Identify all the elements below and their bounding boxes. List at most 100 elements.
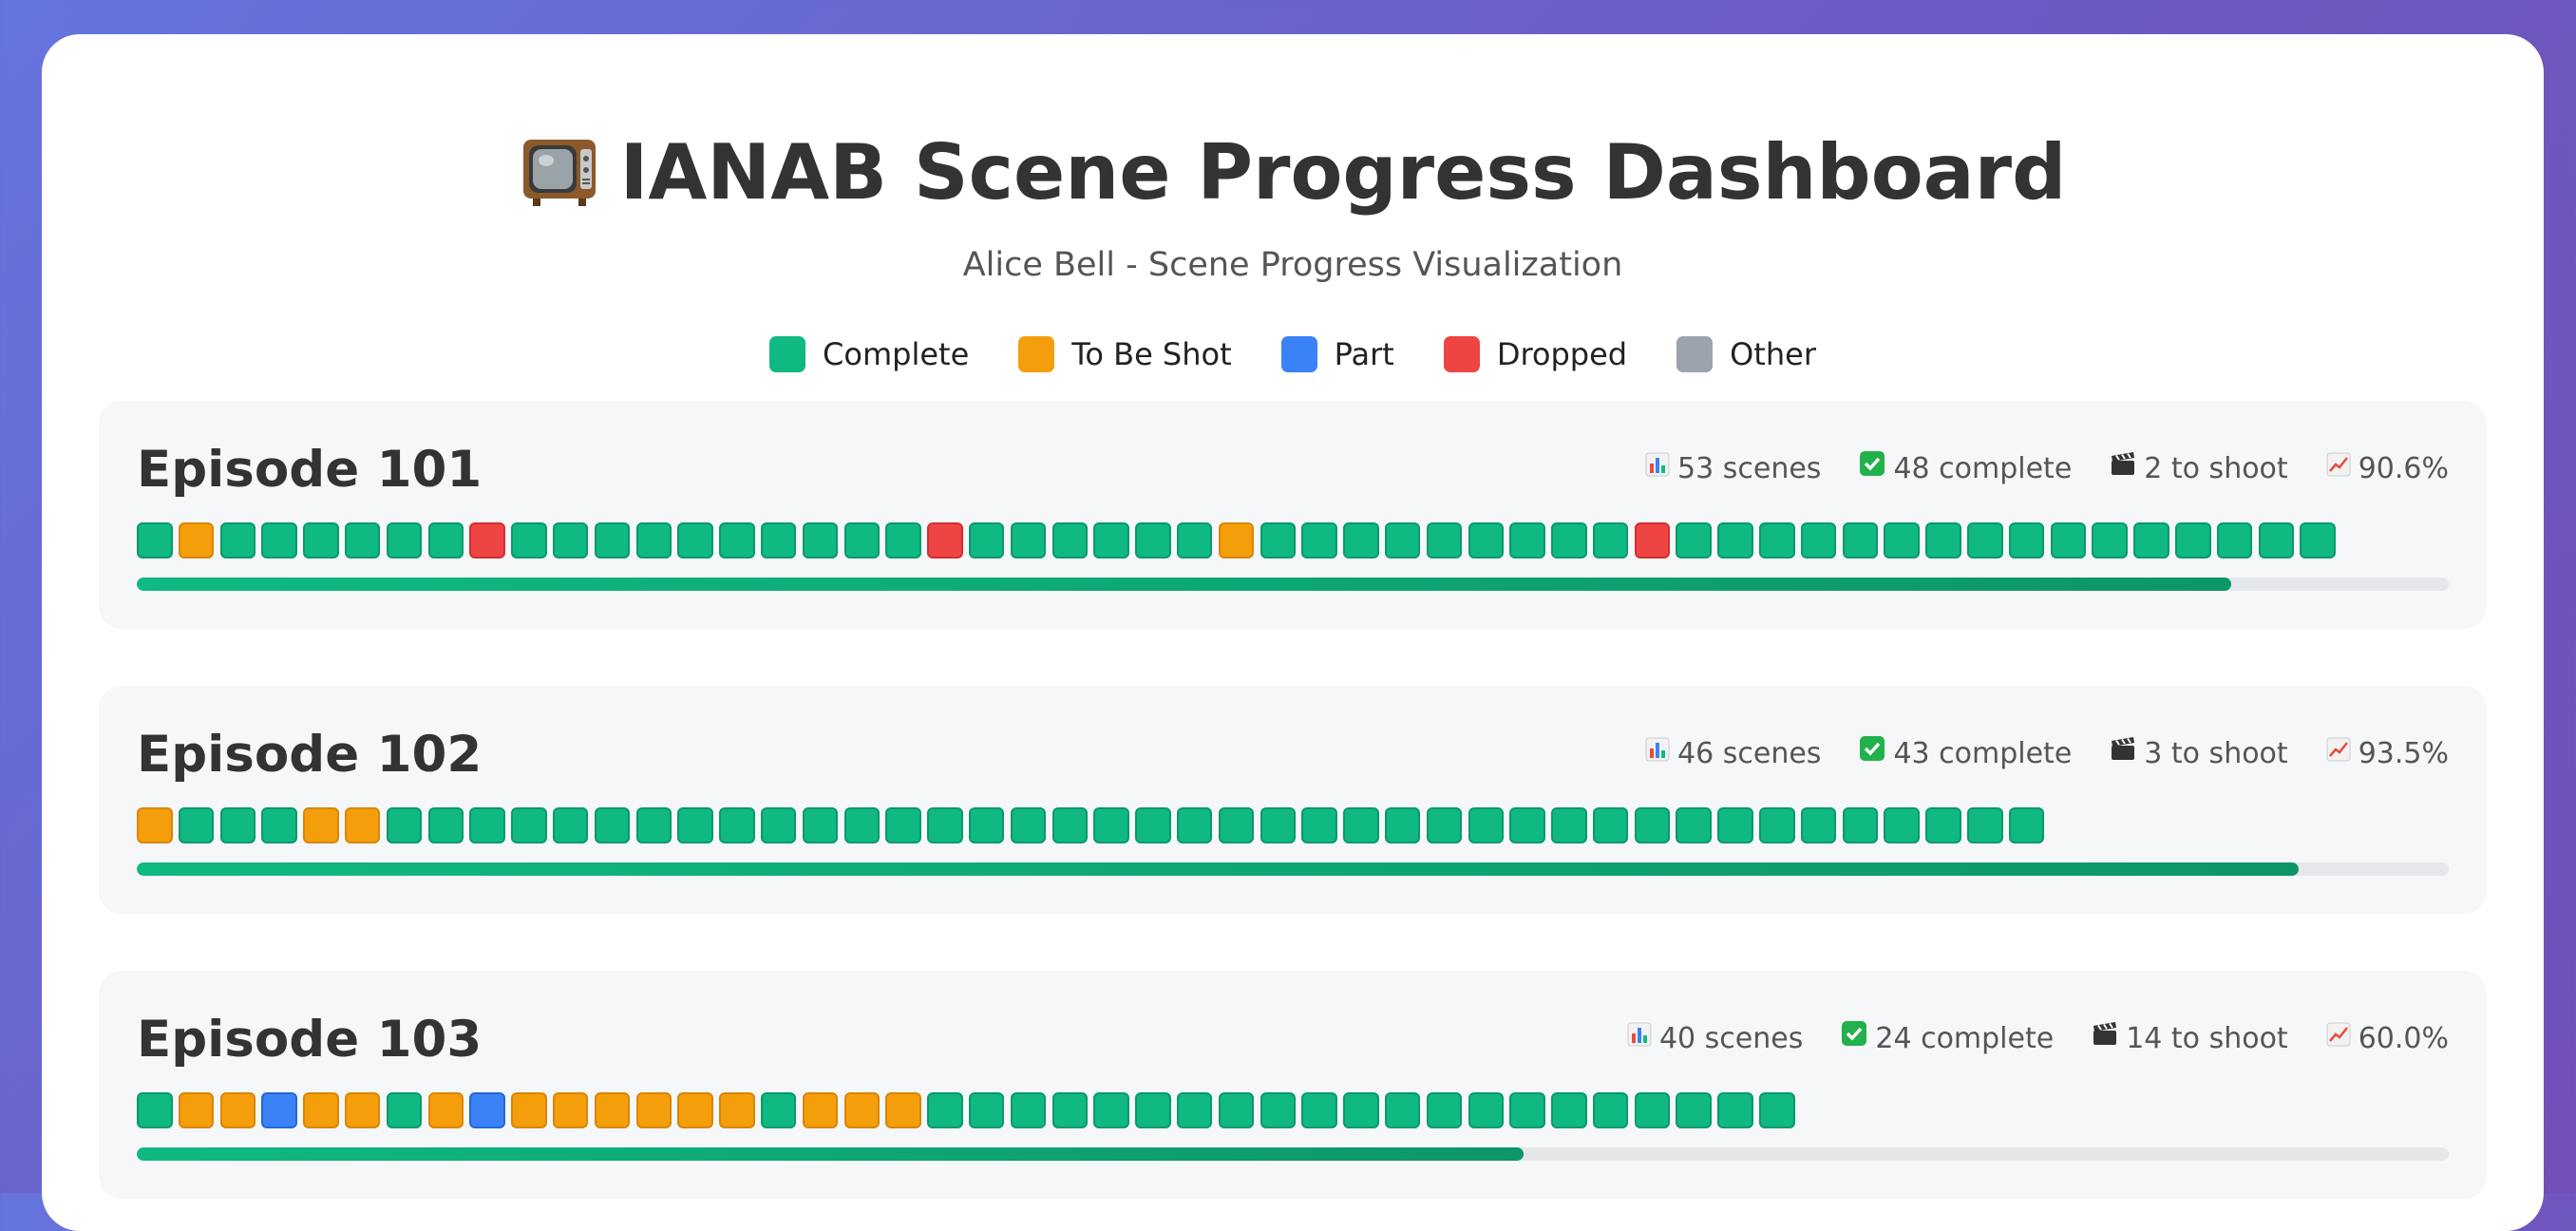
scene-block-to-be-shot[interactable]: [1218, 522, 1255, 559]
scene-block-complete[interactable]: [2133, 522, 2169, 559]
scene-block-complete[interactable]: [1260, 522, 1297, 559]
scene-block-complete[interactable]: [1759, 1092, 1795, 1128]
scene-block-part[interactable]: [261, 1092, 297, 1128]
scene-block-complete[interactable]: [1468, 1092, 1504, 1128]
scene-block-complete[interactable]: [1135, 807, 1171, 843]
scene-block-complete[interactable]: [1426, 522, 1463, 559]
scene-block-complete[interactable]: [1925, 807, 1961, 843]
scene-block-complete[interactable]: [552, 522, 589, 559]
scene-block-complete[interactable]: [1176, 807, 1213, 843]
scene-block-to-be-shot[interactable]: [137, 807, 173, 843]
scene-block-complete[interactable]: [2008, 807, 2045, 843]
scene-block-complete[interactable]: [1135, 522, 1171, 559]
scene-block-complete[interactable]: [843, 522, 881, 559]
scene-block-complete[interactable]: [1176, 1092, 1213, 1128]
scene-block-complete[interactable]: [1676, 1092, 1712, 1128]
scene-block-complete[interactable]: [802, 522, 839, 559]
scene-block-complete[interactable]: [1800, 522, 1837, 559]
scene-block-complete[interactable]: [2092, 522, 2128, 559]
scene-block-complete[interactable]: [1759, 522, 1795, 559]
scene-block-complete[interactable]: [303, 522, 339, 559]
scene-block-complete[interactable]: [1301, 522, 1337, 559]
scene-block-complete[interactable]: [2258, 522, 2295, 559]
scene-block-complete[interactable]: [1509, 1092, 1545, 1128]
scene-block-complete[interactable]: [1634, 1092, 1671, 1128]
scene-block-part[interactable]: [469, 1092, 505, 1128]
scene-block-complete[interactable]: [1592, 1092, 1629, 1128]
scene-block-complete[interactable]: [1301, 1092, 1337, 1128]
scene-block-complete[interactable]: [1717, 522, 1753, 559]
scene-block-complete[interactable]: [1176, 522, 1213, 559]
scene-block-complete[interactable]: [261, 807, 297, 843]
scene-block-complete[interactable]: [1260, 1092, 1297, 1128]
scene-block-complete[interactable]: [1010, 1092, 1047, 1128]
scene-block-complete[interactable]: [1967, 522, 2003, 559]
scene-block-complete[interactable]: [1343, 1092, 1379, 1128]
scene-block-complete[interactable]: [2050, 522, 2087, 559]
scene-block-complete[interactable]: [386, 807, 423, 843]
scene-block-complete[interactable]: [1343, 522, 1379, 559]
scene-block-complete[interactable]: [760, 522, 797, 559]
scene-block-complete[interactable]: [1093, 1092, 1129, 1128]
scene-block-complete[interactable]: [1759, 807, 1795, 843]
scene-block-complete[interactable]: [1260, 807, 1297, 843]
scene-block-complete[interactable]: [511, 522, 547, 559]
scene-block-complete[interactable]: [1051, 1092, 1089, 1128]
scene-block-to-be-shot[interactable]: [802, 1092, 839, 1128]
scene-block-dropped[interactable]: [927, 522, 963, 559]
scene-block-complete[interactable]: [1592, 807, 1629, 843]
scene-block-complete[interactable]: [927, 807, 963, 843]
scene-block-complete[interactable]: [427, 522, 464, 559]
scene-block-complete[interactable]: [968, 522, 1005, 559]
scene-block-complete[interactable]: [635, 522, 672, 559]
scene-block-complete[interactable]: [594, 522, 631, 559]
scene-block-complete[interactable]: [1010, 522, 1047, 559]
scene-block-complete[interactable]: [1842, 807, 1879, 843]
scene-block-to-be-shot[interactable]: [303, 1092, 339, 1128]
scene-block-complete[interactable]: [843, 807, 881, 843]
scene-block-to-be-shot[interactable]: [719, 1092, 755, 1128]
scene-block-complete[interactable]: [469, 807, 505, 843]
scene-block-complete[interactable]: [1010, 807, 1047, 843]
scene-block-complete[interactable]: [1842, 522, 1879, 559]
scene-block-complete[interactable]: [1051, 522, 1089, 559]
scene-block-complete[interactable]: [719, 807, 755, 843]
scene-block-complete[interactable]: [1717, 807, 1753, 843]
scene-block-complete[interactable]: [2216, 522, 2253, 559]
scene-block-to-be-shot[interactable]: [303, 807, 339, 843]
scene-block-to-be-shot[interactable]: [344, 807, 381, 843]
scene-block-complete[interactable]: [1051, 807, 1089, 843]
scene-block-complete[interactable]: [1384, 522, 1421, 559]
scene-block-complete[interactable]: [1426, 807, 1463, 843]
scene-block-complete[interactable]: [927, 1092, 963, 1128]
scene-block-complete[interactable]: [1551, 1092, 1587, 1128]
scene-block-complete[interactable]: [137, 1092, 173, 1128]
scene-block-complete[interactable]: [1343, 807, 1379, 843]
scene-block-complete[interactable]: [677, 522, 713, 559]
scene-block-complete[interactable]: [1509, 807, 1545, 843]
scene-block-complete[interactable]: [635, 807, 672, 843]
scene-block-complete[interactable]: [760, 807, 797, 843]
scene-block-complete[interactable]: [219, 807, 256, 843]
scene-block-complete[interactable]: [386, 1092, 423, 1128]
scene-block-complete[interactable]: [1093, 807, 1129, 843]
scene-block-complete[interactable]: [1468, 807, 1504, 843]
scene-block-complete[interactable]: [137, 522, 173, 559]
scene-block-to-be-shot[interactable]: [427, 1092, 464, 1128]
scene-block-complete[interactable]: [386, 522, 423, 559]
scene-block-complete[interactable]: [1676, 807, 1712, 843]
scene-block-complete[interactable]: [552, 807, 589, 843]
scene-block-to-be-shot[interactable]: [635, 1092, 672, 1128]
scene-block-complete[interactable]: [968, 1092, 1005, 1128]
scene-block-to-be-shot[interactable]: [594, 1092, 631, 1128]
scene-block-complete[interactable]: [1884, 807, 1920, 843]
scene-block-complete[interactable]: [677, 807, 713, 843]
scene-block-complete[interactable]: [427, 807, 464, 843]
scene-block-complete[interactable]: [1384, 807, 1421, 843]
scene-block-complete[interactable]: [2008, 522, 2045, 559]
scene-block-to-be-shot[interactable]: [885, 1092, 921, 1128]
scene-block-complete[interactable]: [1468, 522, 1504, 559]
scene-block-complete[interactable]: [1551, 522, 1587, 559]
scene-block-complete[interactable]: [1093, 522, 1129, 559]
scene-block-to-be-shot[interactable]: [178, 522, 215, 559]
